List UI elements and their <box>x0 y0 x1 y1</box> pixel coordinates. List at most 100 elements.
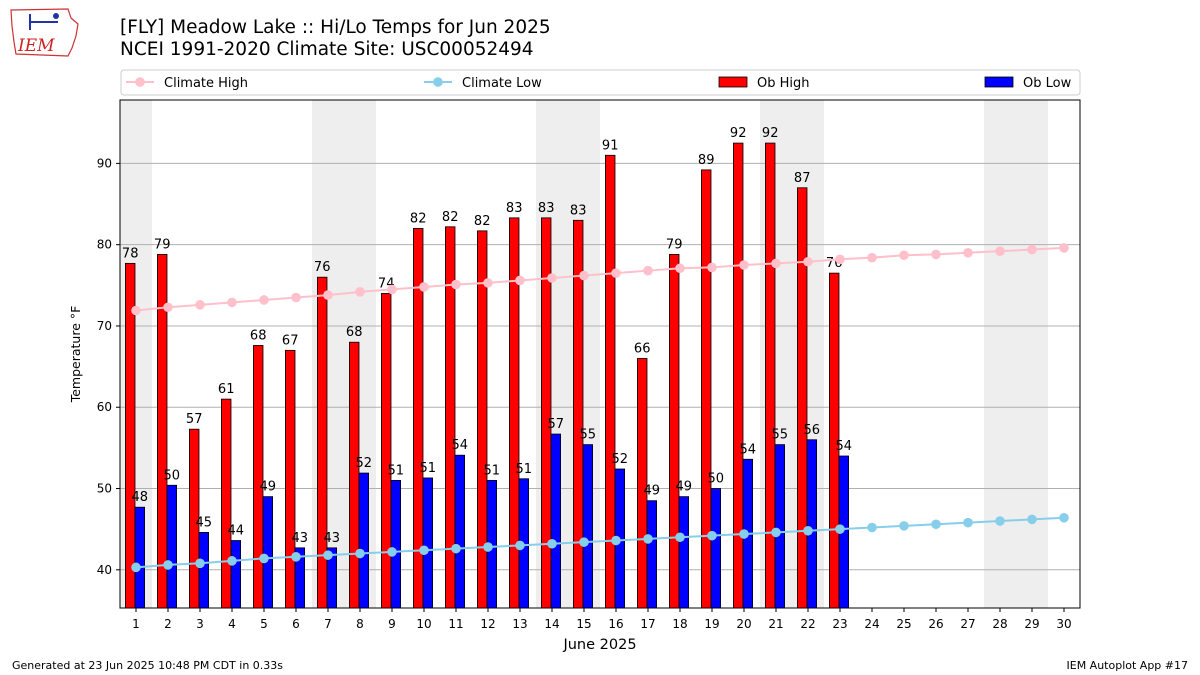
climate-low-point <box>867 522 877 533</box>
y-tick-label: 90 <box>97 156 112 170</box>
x-tick-label: 2 <box>164 617 172 631</box>
ob-low-label: 44 <box>228 524 245 539</box>
x-tick-label: 20 <box>736 617 751 631</box>
ob-low-bar <box>710 488 722 609</box>
climate-high-point <box>739 260 749 270</box>
climate-high-point <box>643 265 653 276</box>
climate-high-point <box>835 254 845 265</box>
ob-low-bar <box>774 444 786 609</box>
x-tick-label: 26 <box>928 617 943 631</box>
ob-high-label: 91 <box>602 138 619 153</box>
climate-low-line <box>135 516 1065 569</box>
legend-label-ob-high: Ob High <box>757 76 810 91</box>
ob-high-bar <box>284 349 296 609</box>
climate-high-point <box>419 282 429 292</box>
climate-high-line <box>135 246 1065 312</box>
climate-high-point <box>355 287 365 297</box>
ob-low-bar <box>358 472 370 609</box>
climate-low-point <box>195 558 205 569</box>
ob-high-bar <box>348 341 360 609</box>
ob-high-bar <box>252 345 264 609</box>
x-tick-label: 24 <box>864 617 879 631</box>
climate-high-point <box>675 263 685 274</box>
ob-low-label: 43 <box>292 531 309 546</box>
plot-frame <box>119 99 1081 609</box>
climate-high-point <box>451 279 461 290</box>
climate-low-point <box>515 540 525 551</box>
ob-low-label: 49 <box>676 480 693 495</box>
climate-low-point <box>963 517 973 528</box>
climate-low-point <box>483 542 493 552</box>
weekend-shade <box>1016 100 1048 608</box>
legend-box <box>120 69 1081 96</box>
climate-high-point <box>707 262 717 273</box>
generated-note: Generated at 23 Jun 2025 10:48 PM CDT in… <box>12 659 284 672</box>
x-tick-label: 10 <box>416 617 431 631</box>
y-tick-label: 70 <box>97 319 112 333</box>
ob-low-bar <box>806 439 818 609</box>
climate-low-point <box>451 543 461 554</box>
ob-low-label: 50 <box>164 468 181 483</box>
climate-low-point <box>931 519 941 530</box>
climate-high-point <box>963 248 973 258</box>
climate-low-point <box>387 547 397 557</box>
legend-label-ob-low: Ob Low <box>1023 76 1072 91</box>
x-tick-label: 5 <box>260 617 268 631</box>
climate-low-point <box>643 534 653 544</box>
ob-low-label: 50 <box>708 472 725 487</box>
ob-high-bar <box>733 142 744 609</box>
weather-station-cup <box>53 13 59 19</box>
ob-high-label: 89 <box>698 153 715 168</box>
climate-high-point <box>803 256 813 267</box>
state-outline-shape <box>10 8 79 57</box>
ob-low-label: 51 <box>420 461 437 476</box>
x-tick-label: 19 <box>704 617 719 631</box>
climate-high-point <box>1059 243 1069 253</box>
x-axis-label: June 2025 <box>562 637 636 653</box>
legend-marker-climate-low <box>433 77 443 87</box>
ob-low-label: 49 <box>644 484 661 499</box>
climate-low-point <box>1027 514 1037 525</box>
ob-low-label: 51 <box>388 463 405 478</box>
ob-low-bar <box>678 496 690 609</box>
climate-high-point <box>771 258 781 269</box>
ob-high-label: 83 <box>538 201 555 216</box>
x-tick-label: 12 <box>480 617 495 631</box>
weekend-shade <box>984 100 1016 608</box>
ob-low-label: 54 <box>836 439 853 454</box>
climate-low-point <box>163 560 173 570</box>
climate-low-point <box>803 525 813 536</box>
title-line-1: [FLY] Meadow Lake :: Hi/Lo Temps for Jun… <box>120 17 551 38</box>
climate-low-point <box>323 550 333 560</box>
chart-title: [FLY] Meadow Lake :: Hi/Lo Temps for Jun… <box>120 17 551 61</box>
ob-high-label: 79 <box>154 237 171 252</box>
ob-low-bar <box>134 506 146 609</box>
climate-low-point <box>259 553 269 564</box>
x-tick-label: 23 <box>832 617 847 631</box>
x-tick-label: 15 <box>576 617 591 631</box>
ob-high-label: 83 <box>570 203 587 218</box>
climate-high-point <box>483 278 493 288</box>
climate-low-point <box>835 524 845 534</box>
ob-low-label: 51 <box>516 462 533 477</box>
climate-high-point <box>163 302 173 313</box>
ob-high-label: 92 <box>762 126 779 141</box>
ob-low-bar <box>582 444 594 609</box>
ob-high-label: 82 <box>474 214 491 229</box>
ob-high-label: 57 <box>186 412 203 427</box>
ob-low-bar <box>166 484 178 609</box>
ob-low-label: 52 <box>356 456 373 471</box>
climate-low-point <box>227 556 237 566</box>
climate-high-point <box>1027 244 1037 255</box>
legend-label-climate-high: Climate High <box>164 76 248 91</box>
climate-low-point <box>707 530 717 541</box>
climate-high-point <box>867 252 877 263</box>
ob-low-bar <box>262 496 274 609</box>
ob-low-label: 52 <box>612 452 629 467</box>
ob-high-bar <box>701 169 712 609</box>
x-tick-label: 22 <box>800 617 815 631</box>
x-tick-label: 21 <box>768 617 783 631</box>
x-tick-label: 18 <box>672 617 687 631</box>
climate-high-point <box>195 300 205 310</box>
ob-high-bar <box>669 254 680 609</box>
